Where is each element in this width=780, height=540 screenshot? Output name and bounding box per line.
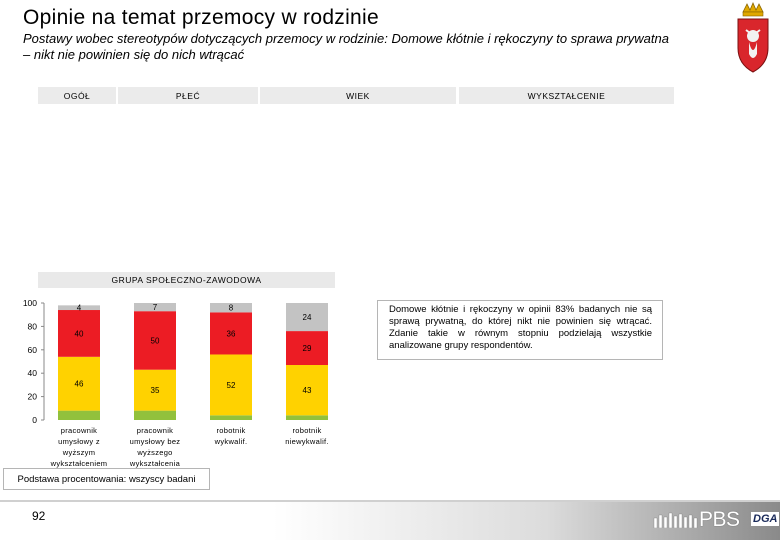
y-tick-label: 60 (28, 345, 38, 355)
y-tick-label: 0 (32, 415, 37, 425)
data-label: 40 (75, 329, 84, 338)
bar-segment (210, 312, 252, 355)
group-label: GRUPA SPOŁECZNO-ZAWODOWA (38, 272, 335, 288)
category-label: wykształceniem (50, 459, 108, 468)
category-label: pracownik (61, 426, 97, 435)
bar-segment (58, 305, 100, 311)
note-box: Domowe kłótnie i rękoczyny w opinii 83% … (377, 300, 663, 360)
header-wyksztalcenie: WYKSZTAŁCENIE (459, 87, 674, 104)
page-number: 92 (32, 509, 46, 523)
data-label: 36 (227, 329, 236, 338)
bar-segment (210, 303, 252, 313)
bar-segment (58, 310, 100, 357)
data-label: 8 (229, 304, 234, 313)
bar-segment (210, 354, 252, 416)
y-tick-label: 40 (28, 368, 38, 378)
coat-of-arms-icon (737, 2, 769, 73)
header-wiek: WIEK (260, 87, 456, 104)
page-title: Opinie na temat przemocy w rodzinie (23, 6, 379, 29)
data-label: 50 (151, 336, 160, 345)
data-label: 35 (151, 386, 160, 395)
bar-segment (134, 311, 176, 370)
bar-segment (134, 303, 176, 312)
bar-segment (134, 410, 176, 420)
category-label: niewykwalif. (285, 437, 329, 446)
bar-segment (58, 410, 100, 420)
page-subtitle: Postawy wobec stereotypów dotyczących pr… (23, 31, 669, 62)
category-label: umysłowy bez (130, 437, 181, 446)
category-label: wykształcenia (129, 459, 181, 468)
y-tick-label: 80 (28, 321, 38, 331)
bar-segment (210, 415, 252, 420)
bar-segment (286, 365, 328, 416)
category-label: wyższym (62, 448, 96, 457)
bar-segment (286, 303, 328, 332)
pbs-logo: PBS (699, 508, 740, 531)
dga-logo: DGA (751, 512, 780, 526)
data-label: 24 (303, 313, 312, 322)
category-label: robotnik (292, 426, 321, 435)
data-label: 46 (75, 380, 84, 389)
header-ogol: OGÓŁ (38, 87, 116, 104)
header-plec: PŁEĆ (118, 87, 258, 104)
data-label: 52 (227, 381, 236, 390)
bar-segment (286, 331, 328, 366)
stacked-bar-chart: 0 20 40 60 80 100 8 46 40 4 pracownik umysłowy z wyż… (23, 298, 329, 468)
people-silhouette-icon (653, 512, 698, 528)
category-label: robotnik (216, 426, 245, 435)
category-label: wykwalif. (214, 437, 248, 446)
basis-note: Podstawa procentowania: wszyscy badani (3, 468, 210, 490)
category-label: pracownik (137, 426, 173, 435)
data-label: 7 (153, 303, 158, 312)
y-tick-label: 100 (23, 298, 37, 308)
data-label: 4 (77, 304, 82, 313)
footer-divider (0, 500, 780, 502)
y-tick-label: 20 (28, 392, 38, 402)
data-label: 43 (303, 386, 312, 395)
category-label: wyższego (136, 448, 172, 457)
category-label: umysłowy z (58, 437, 100, 446)
bar-segment (134, 369, 176, 411)
data-label: 29 (303, 344, 312, 353)
footer-bar (0, 502, 780, 540)
bar-segment (286, 415, 328, 420)
bar-segment (58, 356, 100, 411)
